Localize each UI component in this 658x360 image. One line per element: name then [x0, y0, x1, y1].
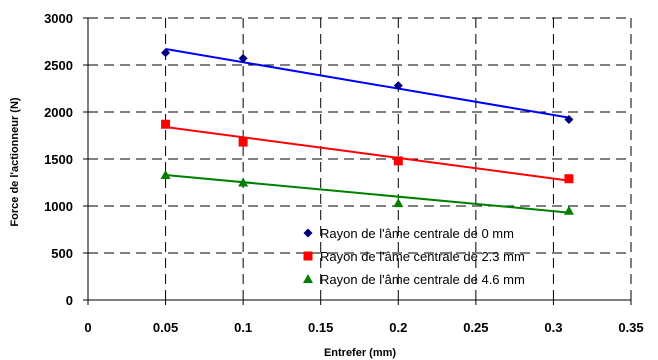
- trend-line-1: [165, 126, 570, 182]
- legend-marker-diamond: [303, 228, 313, 238]
- legend-triangle-marker: [303, 274, 313, 283]
- x-axis-title: Entrefer (mm): [324, 347, 396, 359]
- x-tick-label: 0.1: [234, 320, 252, 335]
- series-1: [161, 119, 574, 184]
- y-tick-label: 2500: [44, 58, 73, 73]
- y-tick-label: 0: [66, 293, 73, 308]
- data-point-square: [238, 137, 248, 147]
- data-point-triangle: [238, 177, 249, 187]
- data-point-square: [564, 174, 574, 184]
- x-tick-label: 0: [84, 320, 91, 335]
- series-0: [161, 48, 574, 125]
- y-tick-label: 1500: [44, 152, 73, 167]
- legend-square-marker: [303, 251, 313, 261]
- y-axis-title: Force de l'actionneur (N): [9, 97, 21, 226]
- trend-line-0: [165, 48, 570, 119]
- legend-label-1: Rayon de l'âme centrale de 2.3 mm: [320, 249, 525, 264]
- data-point-triangle: [393, 198, 404, 208]
- trend-line-2: [165, 173, 570, 214]
- y-tick-label: 500: [51, 246, 73, 261]
- legend-label-0: Rayon de l'âme centrale de 0 mm: [320, 226, 514, 241]
- x-tick-label: 0.3: [544, 320, 562, 335]
- x-tick-label: 0.05: [153, 320, 178, 335]
- tick-labels: 0 0.05 0.1 0.15 0.2 0.25 0.3 0.35 0 500 1000 1500 20…: [44, 11, 644, 335]
- x-tick-label: 0.25: [463, 320, 488, 335]
- data-point-square: [393, 156, 403, 166]
- legend-entry-0: Rayon de l'âme centrale de 0 mm: [303, 226, 514, 241]
- data-point-diamond: [564, 115, 574, 125]
- data-point-triangle: [160, 169, 171, 179]
- legend-entry-2: Rayon de l'âme centrale de 4.6 mm: [303, 272, 525, 287]
- series-2: [160, 169, 574, 215]
- y-tick-label: 3000: [44, 11, 73, 26]
- legend: Rayon de l'âme centrale de 0 mm Rayon de…: [303, 226, 525, 287]
- y-tick-label: 1000: [44, 199, 73, 214]
- data-point-diamond: [238, 53, 248, 63]
- legend-marker-triangle: [303, 274, 313, 283]
- data-point-square: [161, 119, 171, 129]
- data-point-diamond: [393, 81, 403, 91]
- x-tick-label: 0.15: [308, 320, 333, 335]
- legend-label-2: Rayon de l'âme centrale de 4.6 mm: [320, 272, 525, 287]
- data-point-triangle: [563, 205, 574, 215]
- legend-diamond-marker: [303, 228, 313, 238]
- legend-marker-square: [303, 251, 313, 261]
- series-layer: [160, 48, 574, 215]
- axes: [83, 17, 632, 305]
- y-tick-label: 2000: [44, 105, 73, 120]
- x-tick-label: 0.2: [389, 320, 407, 335]
- x-tick-label: 0.35: [618, 320, 643, 335]
- data-point-diamond: [161, 48, 171, 58]
- legend-entry-1: Rayon de l'âme centrale de 2.3 mm: [303, 249, 525, 264]
